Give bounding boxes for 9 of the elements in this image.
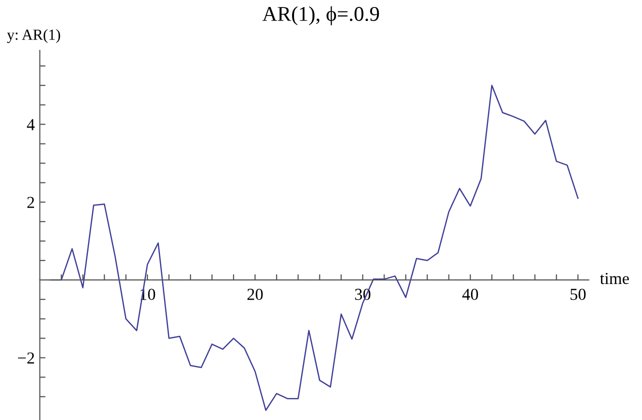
x-tick-label: 50: [570, 288, 586, 300]
y-tick-label: 4: [26, 119, 35, 130]
chart-title: AR(1), ϕ=.0.9: [262, 6, 379, 26]
x-axis-title: time: [600, 272, 629, 284]
x-tick-label: 40: [462, 288, 478, 300]
y-tick-label: −2: [18, 352, 34, 364]
y-tick-label: 2: [27, 196, 34, 208]
y-axis-title: y: AR(1): [7, 29, 60, 44]
x-tick-label: 20: [247, 288, 263, 300]
